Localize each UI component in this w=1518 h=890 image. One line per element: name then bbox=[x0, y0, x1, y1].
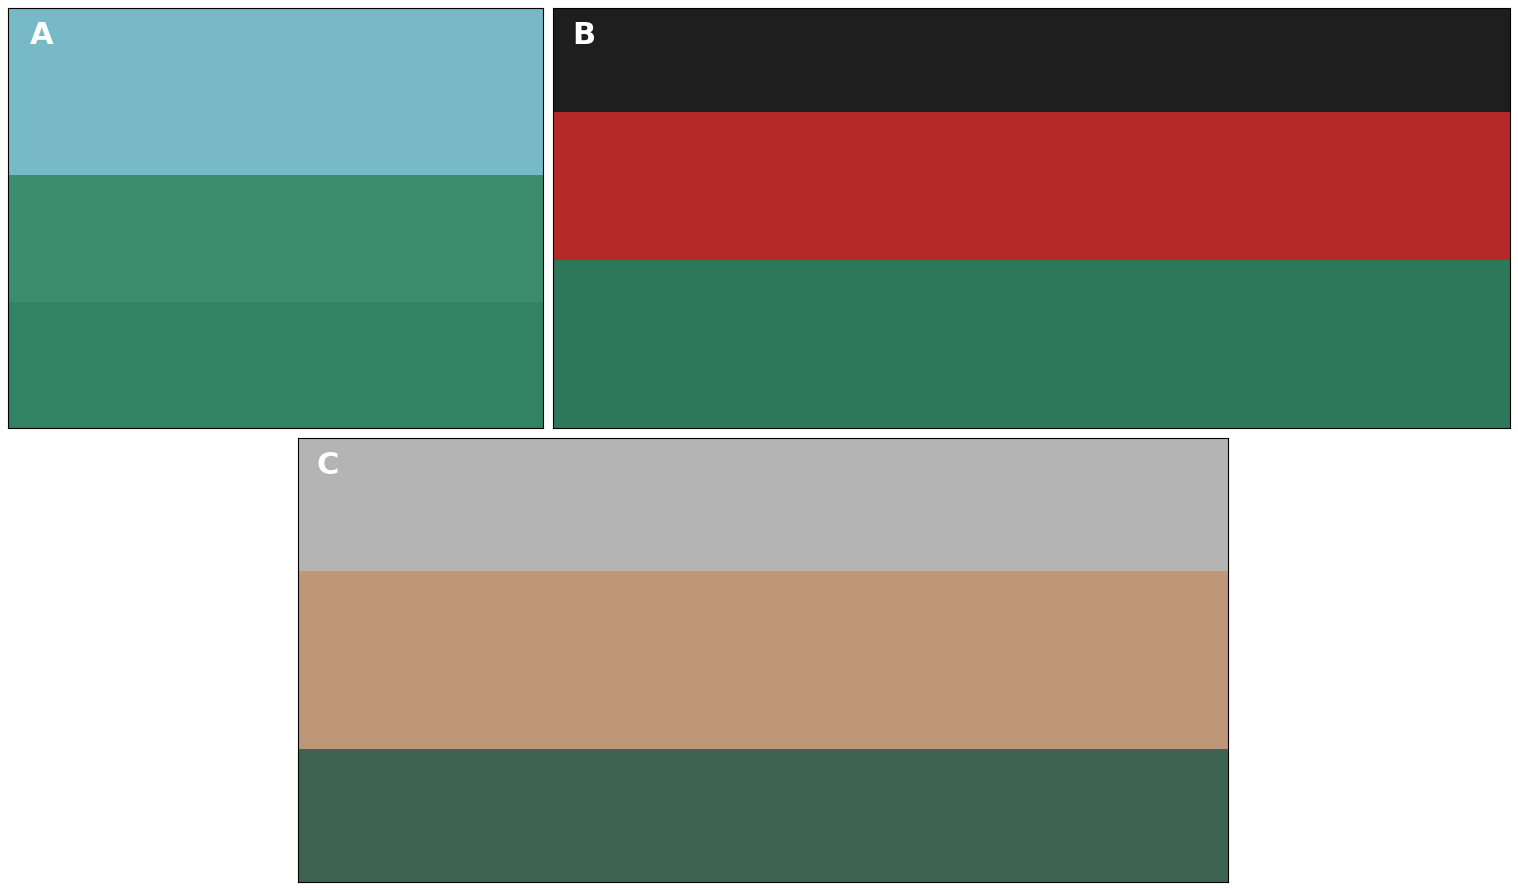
Text: C: C bbox=[317, 451, 339, 481]
Text: A: A bbox=[29, 20, 53, 50]
Text: B: B bbox=[572, 20, 595, 50]
